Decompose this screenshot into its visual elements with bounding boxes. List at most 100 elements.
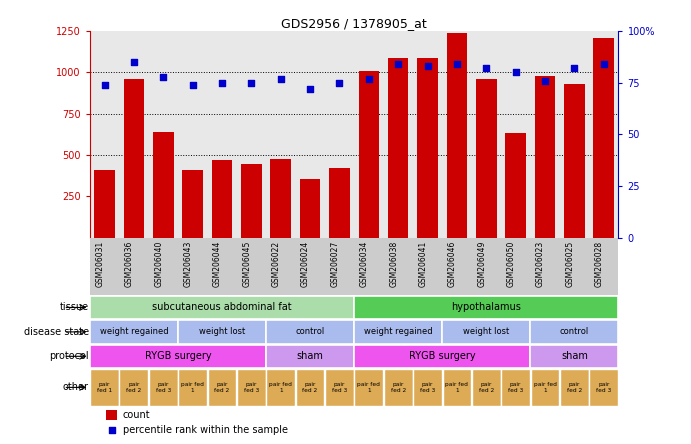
Text: percentile rank within the sample: percentile rank within the sample [122, 425, 287, 435]
Bar [120, 369, 149, 405]
Text: pair
fed 3: pair fed 3 [332, 382, 347, 393]
Bar [270, 159, 291, 238]
Text: pair
fed 2: pair fed 2 [567, 382, 582, 393]
Text: control: control [560, 327, 589, 337]
Bar [359, 71, 379, 238]
Bar [296, 369, 325, 405]
Text: pair fed
1: pair fed 1 [357, 382, 380, 393]
Bar [354, 369, 384, 405]
Bar [354, 296, 618, 319]
Text: GSM206036: GSM206036 [125, 241, 134, 287]
Text: subcutaneous abdominal fat: subcutaneous abdominal fat [152, 302, 292, 313]
Text: GSM206041: GSM206041 [419, 241, 428, 287]
Text: GSM206025: GSM206025 [565, 241, 574, 287]
Bar [178, 320, 266, 344]
Text: pair
fed 3: pair fed 3 [244, 382, 259, 393]
Bar [266, 345, 354, 368]
Point [422, 63, 433, 70]
Point [481, 65, 492, 72]
Text: GSM206038: GSM206038 [389, 241, 398, 287]
Text: protocol: protocol [49, 351, 88, 361]
Point [451, 60, 462, 67]
Bar [354, 320, 442, 344]
Text: GSM206046: GSM206046 [448, 241, 457, 287]
Point [216, 79, 227, 86]
Text: GSM206023: GSM206023 [536, 241, 545, 287]
Bar [153, 132, 173, 238]
Text: sham: sham [296, 351, 323, 361]
Bar [501, 369, 530, 405]
Text: pair
fed 3: pair fed 3 [596, 382, 612, 393]
Bar [149, 369, 178, 405]
Point [363, 75, 375, 82]
Text: hypothalamus: hypothalamus [451, 302, 521, 313]
Bar [442, 369, 471, 405]
Bar [90, 320, 178, 344]
Bar [417, 58, 438, 238]
Text: pair fed
1: pair fed 1 [446, 382, 468, 393]
Bar [241, 164, 262, 238]
Point [246, 79, 257, 86]
Text: pair
fed 2: pair fed 2 [214, 382, 229, 393]
Bar [560, 369, 589, 405]
Bar [354, 345, 530, 368]
Text: GSM206050: GSM206050 [507, 241, 515, 287]
Point [305, 85, 316, 92]
Point [158, 73, 169, 80]
Text: pair fed
1: pair fed 1 [533, 382, 556, 393]
Point [129, 59, 140, 66]
Bar [589, 369, 618, 405]
Point [99, 81, 110, 88]
Bar [124, 79, 144, 238]
Text: pair
fed 3: pair fed 3 [508, 382, 523, 393]
Text: GSM206049: GSM206049 [477, 241, 486, 287]
Text: GSM206028: GSM206028 [595, 241, 604, 286]
Text: RYGB surgery: RYGB surgery [144, 351, 211, 361]
Text: pair fed
1: pair fed 1 [181, 382, 204, 393]
Bar [505, 133, 526, 238]
Point [598, 60, 609, 67]
Bar [266, 320, 354, 344]
Text: control: control [296, 327, 325, 337]
Bar [564, 84, 585, 238]
Text: pair
fed 1: pair fed 1 [97, 382, 112, 393]
Point [510, 69, 521, 76]
Bar [472, 369, 501, 405]
Text: pair
fed 2: pair fed 2 [390, 382, 406, 393]
Bar [106, 410, 117, 420]
Point [187, 81, 198, 88]
Bar [207, 369, 236, 405]
Text: pair
fed 2: pair fed 2 [303, 382, 318, 393]
Text: pair
fed 3: pair fed 3 [420, 382, 435, 393]
Text: count: count [122, 410, 150, 420]
Text: GSM206027: GSM206027 [330, 241, 339, 287]
Bar [90, 369, 119, 405]
Text: GSM206040: GSM206040 [154, 241, 163, 287]
Point [569, 65, 580, 72]
Bar [211, 160, 232, 238]
Text: weight lost: weight lost [463, 327, 509, 337]
Bar [329, 168, 350, 238]
Text: pair
fed 2: pair fed 2 [126, 382, 142, 393]
Text: weight regained: weight regained [364, 327, 433, 337]
Text: pair fed
1: pair fed 1 [269, 382, 292, 393]
Bar [535, 75, 556, 238]
Text: GSM206043: GSM206043 [184, 241, 193, 287]
Bar [531, 369, 560, 405]
Bar [266, 369, 295, 405]
Text: weight regained: weight regained [100, 327, 168, 337]
Text: GSM206022: GSM206022 [272, 241, 281, 286]
Text: disease state: disease state [23, 327, 88, 337]
Text: GSM206034: GSM206034 [360, 241, 369, 287]
Text: GSM206044: GSM206044 [213, 241, 222, 287]
Bar [594, 38, 614, 238]
Bar [94, 170, 115, 238]
Text: pair
fed 2: pair fed 2 [479, 382, 494, 393]
Text: weight lost: weight lost [199, 327, 245, 337]
Bar [530, 345, 618, 368]
Bar [413, 369, 442, 405]
Text: RYGB surgery: RYGB surgery [409, 351, 475, 361]
Text: GSM206045: GSM206045 [243, 241, 252, 287]
Bar [90, 345, 266, 368]
Text: other: other [63, 382, 88, 392]
